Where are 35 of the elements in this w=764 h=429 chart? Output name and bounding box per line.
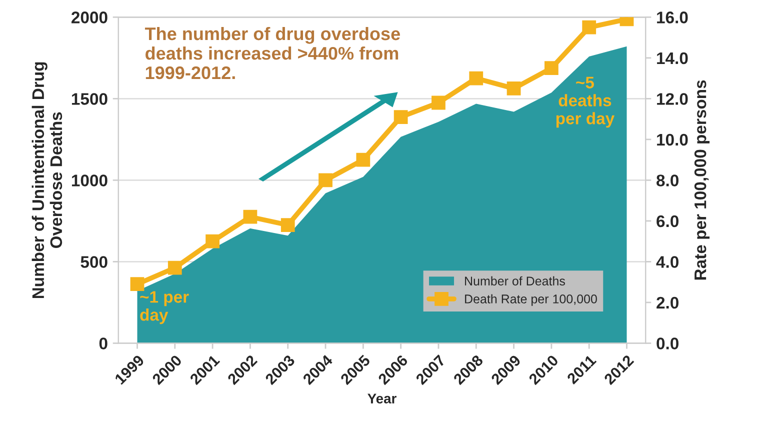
annotation: ~5 deaths per day [556, 76, 615, 128]
y2-tick-label: 8.0 [656, 174, 678, 186]
y2-tick-label: 12.0 [657, 93, 688, 105]
annotation: ~1 per day [140, 291, 189, 324]
point [506, 82, 521, 96]
y-tick-label: 0 [99, 338, 108, 350]
y-tick-label: 2000 [72, 12, 108, 24]
point [130, 277, 144, 292]
x-axis-title: Year [368, 394, 396, 404]
y2-tick-label: 16.0 [657, 12, 688, 24]
point [206, 234, 220, 248]
y2-tick-label: 14.0 [657, 52, 688, 64]
y2-tick-label: 0.0 [656, 338, 678, 350]
y2-tick-label: 2.0 [656, 296, 678, 309]
annotation: The number of drug overdose deaths increased >440% from 1999-2012. [144, 26, 400, 80]
point [582, 20, 596, 34]
point [394, 110, 408, 124]
y-tick-label: 1500 [72, 93, 108, 105]
legend-label: Number of Deaths [465, 276, 565, 286]
legend-label: Death Rate per 100,000 [465, 294, 597, 306]
point [243, 210, 258, 224]
point [318, 173, 332, 188]
y-axis-title: Number of Unintentional Drug Overdose Deaths [32, 62, 62, 298]
point [432, 96, 446, 110]
y2-tick-label: 10.0 [657, 134, 688, 146]
y2-tick-label: 4.0 [656, 256, 678, 268]
point [469, 71, 484, 86]
y2-tick-label: 6.0 [656, 215, 678, 228]
point [544, 61, 558, 76]
y2-axis-title: Rate per 100,000 persons [694, 80, 710, 280]
y-tick-label: 1000 [72, 174, 108, 186]
point [280, 218, 295, 232]
y-tick-label: 500 [80, 256, 108, 268]
point [168, 260, 182, 275]
point [356, 152, 370, 167]
